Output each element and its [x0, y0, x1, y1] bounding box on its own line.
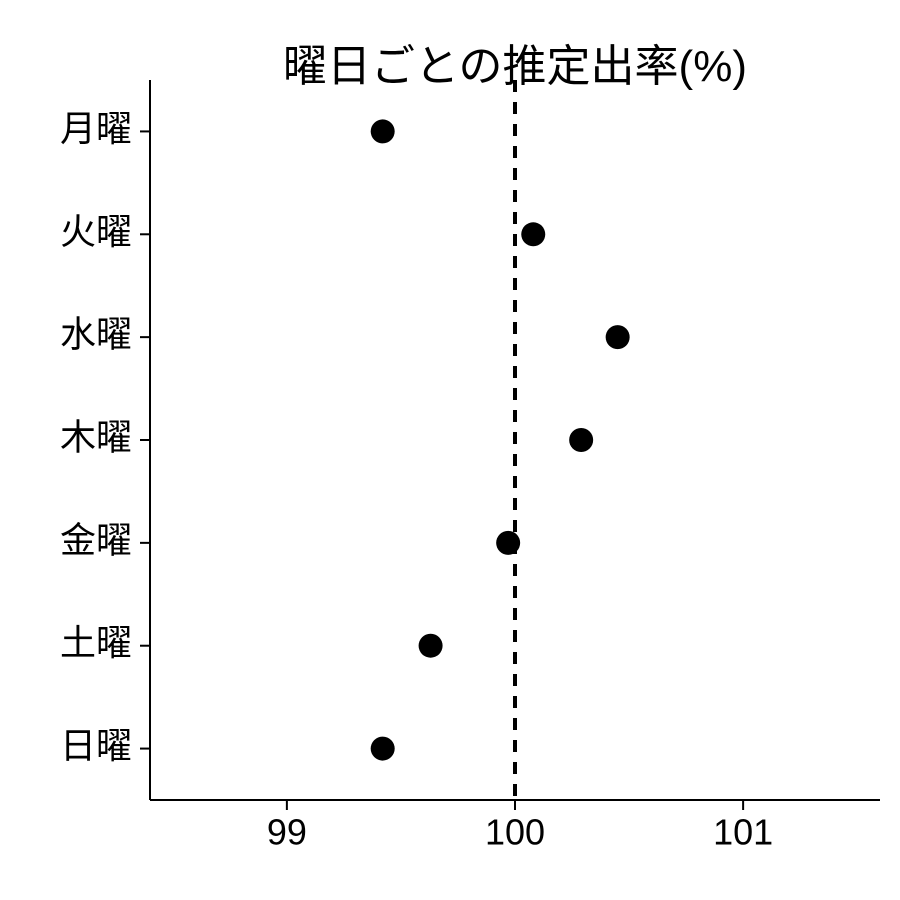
data-point: [606, 325, 630, 349]
y-tick-label: 金曜: [60, 519, 132, 560]
x-tick-label: 101: [713, 811, 773, 852]
data-point: [371, 737, 395, 761]
data-point: [569, 428, 593, 452]
x-tick-label: 100: [485, 811, 545, 852]
day-rate-scatter-chart: 曜日ごとの推定出率(%)99100101月曜火曜水曜木曜金曜土曜日曜: [0, 0, 900, 900]
y-tick-label: 日曜: [60, 725, 132, 766]
data-point: [419, 634, 443, 658]
data-point: [371, 119, 395, 143]
data-point: [521, 222, 545, 246]
x-tick-label: 99: [267, 811, 307, 852]
y-tick-label: 木曜: [60, 417, 132, 458]
y-tick-label: 月曜: [60, 108, 132, 149]
y-tick-label: 土曜: [60, 622, 132, 663]
y-tick-label: 火曜: [60, 211, 132, 252]
y-tick-label: 水曜: [60, 314, 132, 355]
data-point: [496, 531, 520, 555]
